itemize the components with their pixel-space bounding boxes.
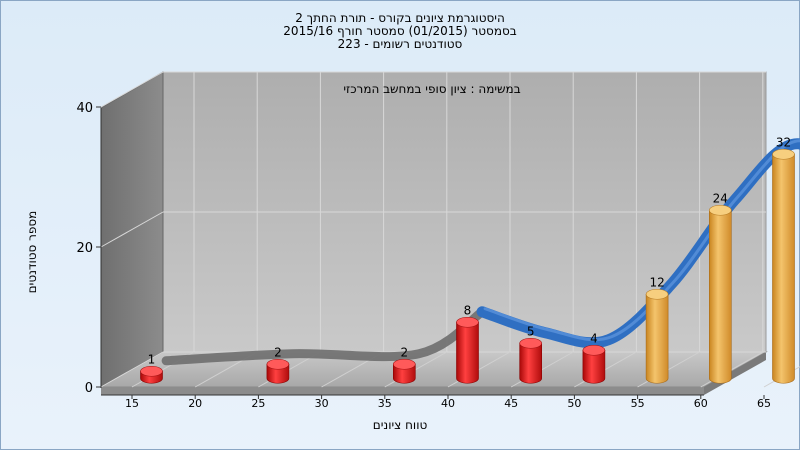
x-tick-label: 15 bbox=[125, 397, 139, 410]
y-tick-label: 20 bbox=[76, 241, 93, 256]
bars-group: 122854122432233419261433 bbox=[140, 135, 795, 384]
bar-body bbox=[519, 342, 542, 384]
x-tick-label: 55 bbox=[631, 397, 645, 410]
x-tick-label: 60 bbox=[694, 397, 708, 410]
bar-top bbox=[266, 358, 290, 370]
bar-top bbox=[392, 358, 416, 370]
y-grid-diagonal bbox=[100, 351, 164, 388]
x-tick-label: 30 bbox=[315, 397, 329, 410]
bar-top bbox=[456, 316, 479, 328]
bar-body bbox=[456, 321, 479, 384]
chart-title-line-3: סטודנטים רשומים - 223 bbox=[337, 37, 463, 51]
bar-value-label: 12 bbox=[649, 275, 664, 289]
bar: 1 bbox=[140, 352, 163, 384]
bar: 2 bbox=[392, 345, 416, 384]
x-tick-label: 65 bbox=[757, 397, 771, 410]
y-axis: 0 20 40 bbox=[76, 101, 102, 396]
y-tick-label: 40 bbox=[76, 101, 93, 116]
bar-value-label: 1 bbox=[148, 352, 156, 366]
floor-edge bbox=[101, 387, 704, 395]
x-axis: 1520253035404550556065707580859095100 bbox=[101, 394, 771, 410]
floor-side-edge bbox=[704, 352, 766, 395]
bar-body bbox=[645, 293, 669, 384]
x-axis-title: טווח ציונים bbox=[372, 418, 428, 432]
bar-top bbox=[772, 148, 795, 160]
bar-value-label: 8 bbox=[464, 303, 472, 317]
x-tick-label: 45 bbox=[504, 397, 518, 410]
gridlines bbox=[100, 71, 800, 388]
y-grid-diagonal bbox=[100, 71, 164, 108]
bar-top bbox=[708, 204, 732, 216]
x-tick-label: 50 bbox=[567, 397, 581, 410]
y-tick-label: 0 bbox=[85, 381, 93, 396]
chart-title-line-1: היסטוגרמת ציונים בקורס - תורת החתך 2 bbox=[295, 11, 505, 25]
y-grid-diagonal bbox=[100, 211, 164, 248]
y-axis-title: מספר סטודנטים bbox=[25, 210, 39, 294]
bar: 12 bbox=[645, 275, 669, 384]
bar-value-label: 4 bbox=[590, 331, 598, 345]
bar: 2 bbox=[266, 345, 290, 384]
bar-value-label: 2 bbox=[274, 345, 282, 359]
chart-annotation: במשימה : ציון סופי במחשב המרכזי bbox=[343, 82, 520, 96]
bar-body bbox=[772, 153, 795, 384]
x-tick-label: 35 bbox=[378, 397, 392, 410]
bar-top bbox=[582, 344, 606, 356]
bar: 24 bbox=[708, 191, 732, 384]
x-tick-label: 25 bbox=[251, 397, 265, 410]
bar-value-label: 5 bbox=[527, 324, 535, 338]
bar-body bbox=[709, 209, 732, 384]
bar-value-label: 2 bbox=[400, 345, 408, 359]
bar: 5 bbox=[519, 324, 543, 384]
trend-ribbon-grey bbox=[161, 307, 487, 366]
bar-value-label: 32 bbox=[776, 135, 791, 149]
x-tick-label: 40 bbox=[441, 397, 455, 410]
bar: 8 bbox=[456, 303, 479, 384]
bar: 32 bbox=[772, 135, 795, 384]
chart-title-line-2: בסמסטר (01/2015) סמסטר חורף 2015/16 bbox=[283, 24, 517, 38]
trend-ribbon-highlight bbox=[483, 139, 800, 342]
bar-body bbox=[266, 363, 290, 384]
bar: 4 bbox=[582, 331, 606, 384]
bar-body bbox=[393, 363, 416, 384]
bar-top bbox=[140, 365, 163, 377]
bar-body bbox=[582, 349, 606, 384]
bar-top bbox=[645, 288, 669, 300]
trend-ribbon bbox=[161, 138, 800, 366]
x-tick-label: 20 bbox=[188, 397, 202, 410]
bar-value-label: 24 bbox=[713, 191, 728, 205]
bar-top bbox=[519, 337, 543, 349]
